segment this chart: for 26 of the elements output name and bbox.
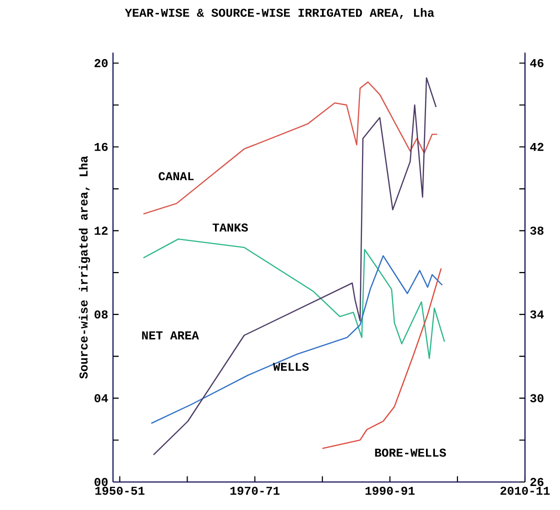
y2-tick-label: 26	[530, 478, 544, 486]
y-tick-label: 08	[94, 310, 108, 319]
y2-tick-label: 38	[530, 226, 544, 235]
y-tick-label: 16	[94, 142, 108, 151]
text: NET AREA	[142, 331, 199, 340]
line-series	[142, 81, 438, 215]
y2-tick-label: 46	[530, 59, 544, 68]
line-series	[322, 268, 442, 450]
y2-tick-label: 42	[530, 142, 544, 151]
series-label: WELLS	[273, 362, 309, 371]
line-series	[142, 238, 446, 360]
y-tick-label: 12	[94, 226, 108, 235]
x-tick-label: 1970-71	[230, 486, 280, 495]
y-axis-title: Source-wise irrigated area, Lha	[78, 156, 90, 379]
series-label: BORE-WELLS	[375, 448, 446, 457]
y-tick-label: 00	[94, 478, 108, 486]
y2-tick-label: 34	[530, 310, 544, 319]
series-label: CANAL	[158, 172, 194, 180]
y-tick-label: 20	[94, 59, 108, 68]
series-label: TANKS	[212, 223, 248, 232]
x-tick-label: 1990-91	[366, 486, 415, 495]
x-tick-label: 1950-51	[95, 486, 144, 495]
chart-title: YEAR-WISE & SOURCE-WISE IRRIGATED AREA, Lha	[124, 8, 434, 19]
x-tick-label: 2010-11	[500, 486, 550, 495]
y-tick-label: 04	[94, 394, 108, 402]
y2-tick-label: 30	[530, 394, 544, 402]
